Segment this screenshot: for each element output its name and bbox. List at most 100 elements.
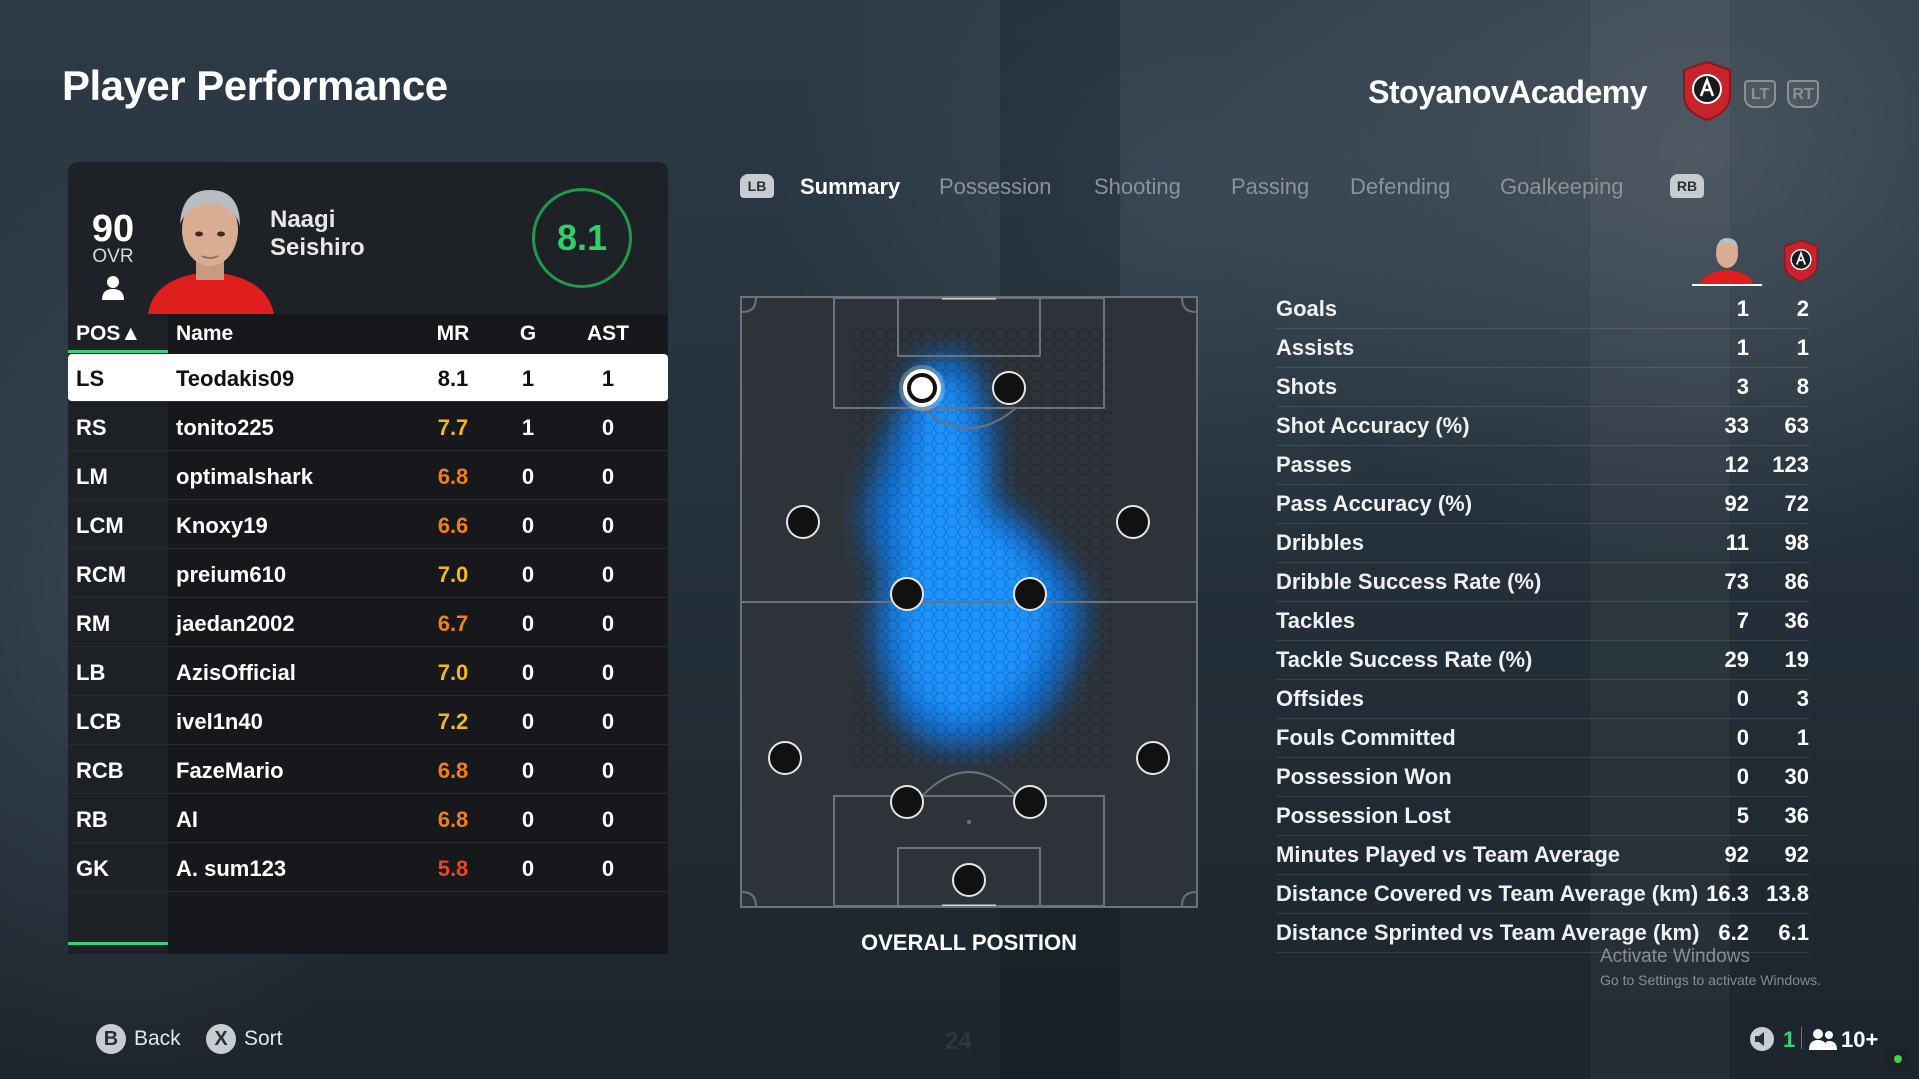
player-match-rating: 6.8 — [437, 464, 469, 489]
table-row[interactable]: GK A. sum123 5.8 0 0 — [68, 844, 668, 892]
stat-label: Distance Covered vs Team Average (km) — [1276, 881, 1699, 906]
stat-player-value: 5 — [1736, 803, 1749, 828]
stat-team-value: 2 — [1796, 296, 1809, 321]
stat-row: Fouls Committed 0 1 — [1276, 719, 1809, 758]
player-goals: 0 — [521, 758, 535, 783]
table-row[interactable]: LM optimalshark 6.8 0 0 — [68, 452, 668, 500]
player-position: LB — [76, 660, 106, 685]
team-column-crest-icon — [1784, 239, 1818, 283]
player-marker — [890, 577, 924, 611]
player-name-cell: Teodakis09 — [176, 366, 295, 391]
header-name[interactable]: Name — [176, 322, 234, 345]
player-position: LCM — [76, 513, 124, 538]
tab-defending[interactable]: Defending — [1350, 174, 1451, 199]
player-goals: 0 — [521, 709, 535, 734]
header-pos[interactable]: POS▲ — [76, 322, 142, 345]
player-goals: 0 — [521, 856, 535, 881]
page-title: Player Performance — [62, 62, 448, 109]
player-goals: 0 — [521, 513, 535, 538]
stat-label: Offsides — [1276, 686, 1365, 711]
stat-label: Tackles — [1276, 608, 1356, 633]
stat-player-value: 1 — [1736, 335, 1749, 360]
table-row[interactable]: RB AI 6.8 0 0 — [68, 795, 668, 843]
tab-summary[interactable]: Summary — [800, 174, 901, 199]
windows-activation-title: Activate Windows — [1600, 946, 1750, 967]
player-match-rating: 6.7 — [437, 611, 469, 636]
player-marker — [1013, 577, 1047, 611]
player-name-cell: optimalshark — [176, 464, 313, 489]
player-name-cell: AI — [176, 807, 198, 832]
table-row[interactable]: RM jaedan2002 6.7 0 0 — [68, 599, 668, 647]
player-marker — [992, 371, 1026, 405]
player-assists: 0 — [601, 660, 615, 685]
table-row[interactable]: RCM preium610 7.0 0 0 — [68, 550, 668, 598]
stat-team-value: 6.1 — [1778, 920, 1809, 945]
table-row[interactable]: RCB FazeMario 6.8 0 0 — [68, 746, 668, 794]
stat-team-value: 19 — [1784, 647, 1809, 672]
tab-possession[interactable]: Possession — [939, 174, 1052, 199]
stat-player-value: 3 — [1736, 374, 1749, 399]
stat-row: Dribble Success Rate (%) 73 86 — [1276, 563, 1809, 602]
stat-team-value: 3 — [1796, 686, 1809, 711]
players-table: POS▲ Name MR G AST LS Teodakis09 8.1 1 1 RS to… — [68, 314, 668, 954]
stat-row: Passes 12 123 — [1276, 446, 1809, 485]
stat-label: Shots — [1276, 374, 1338, 399]
tab-passing[interactable]: Passing — [1231, 174, 1310, 199]
stat-label: Possession Lost — [1276, 803, 1451, 828]
stat-row: Assists 1 1 — [1276, 329, 1809, 368]
stat-row: Dribbles 11 98 — [1276, 524, 1809, 563]
stat-label: Dribbles — [1276, 530, 1365, 555]
stat-row: Offsides 0 3 — [1276, 680, 1809, 719]
stat-label: Assists — [1276, 335, 1355, 360]
online-status-icon — [1887, 1048, 1909, 1070]
stat-player-value: 92 — [1724, 842, 1749, 867]
player-position: RB — [76, 807, 108, 832]
stat-label: Shot Accuracy (%) — [1276, 413, 1470, 438]
stat-row: Distance Sprinted vs Team Average (km) 6.… — [1276, 914, 1809, 953]
player-name-cell: ivel1n40 — [176, 709, 263, 734]
back-label: Back — [134, 1027, 181, 1050]
table-row[interactable]: LS Teodakis09 8.1 1 1 — [68, 354, 668, 402]
stat-player-value: 0 — [1736, 686, 1749, 711]
table-row[interactable]: LCB ivel1n40 7.2 0 0 — [68, 697, 668, 745]
player-goals: 0 — [521, 562, 535, 587]
rt-trigger-button[interactable]: RT — [1787, 80, 1819, 108]
position-column-bg — [68, 314, 168, 954]
lb-bumper-button[interactable]: LB — [740, 174, 774, 198]
lt-trigger-button[interactable]: LT — [1744, 80, 1776, 108]
table-row[interactable]: RS tonito225 7.7 1 0 — [68, 403, 668, 451]
header-ast[interactable]: AST — [587, 322, 629, 345]
speaker-icon — [1750, 1027, 1774, 1051]
table-row[interactable]: LB AzisOfficial 7.0 0 0 — [68, 648, 668, 696]
stat-team-value: 36 — [1784, 608, 1809, 633]
stat-player-value: 6.2 — [1718, 920, 1749, 945]
rb-bumper-button[interactable]: RB — [1670, 174, 1704, 198]
player-marker — [1136, 741, 1170, 775]
stat-player-value: 16.3 — [1706, 881, 1749, 906]
stat-player-value: 0 — [1736, 725, 1749, 750]
tab-goalkeeping[interactable]: Goalkeeping — [1500, 174, 1624, 199]
player-match-rating: 6.8 — [437, 758, 469, 783]
player-position: LCB — [76, 709, 122, 734]
pitch-caption: OVERALL POSITION — [861, 930, 1077, 955]
stat-label: Tackle Success Rate (%) — [1276, 647, 1533, 672]
stat-row: Tackle Success Rate (%) 29 19 — [1276, 641, 1809, 680]
player-position: RM — [76, 611, 111, 636]
background-number: 24 — [945, 1028, 972, 1055]
player-marker — [1013, 785, 1047, 819]
header-g[interactable]: G — [519, 322, 537, 345]
tab-shooting[interactable]: Shooting — [1094, 174, 1181, 199]
player-assists: 0 — [601, 856, 615, 881]
stat-team-value: 13.8 — [1766, 881, 1809, 906]
player-name-cell: FazeMario — [176, 758, 284, 783]
status-count: 1 — [1783, 1027, 1796, 1052]
player-name-cell: jaedan2002 — [176, 611, 295, 636]
player-match-rating: 6.6 — [437, 513, 469, 538]
table-row[interactable]: LCM Knoxy19 6.6 0 0 — [68, 501, 668, 549]
player-match-rating: 7.2 — [437, 709, 469, 734]
stat-row: Goals 1 2 — [1276, 290, 1809, 329]
user-icon — [102, 276, 124, 300]
stat-player-value: 92 — [1724, 491, 1749, 516]
player-assists: 0 — [601, 611, 615, 636]
header-mr[interactable]: MR — [436, 322, 470, 345]
